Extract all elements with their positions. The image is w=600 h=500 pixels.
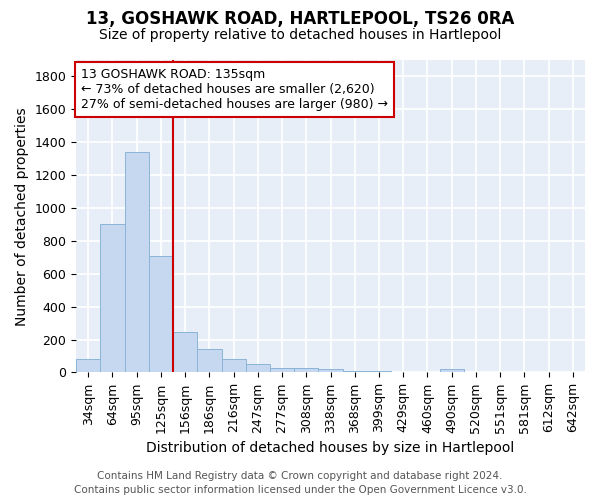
Bar bbox=[367, 371, 391, 372]
Bar bbox=[149, 256, 173, 372]
Bar bbox=[221, 360, 246, 372]
Bar bbox=[197, 350, 221, 372]
Text: 13, GOSHAWK ROAD, HARTLEPOOL, TS26 0RA: 13, GOSHAWK ROAD, HARTLEPOOL, TS26 0RA bbox=[86, 10, 514, 28]
Bar bbox=[343, 371, 367, 372]
X-axis label: Distribution of detached houses by size in Hartlepool: Distribution of detached houses by size … bbox=[146, 441, 515, 455]
Bar bbox=[100, 224, 125, 372]
Bar bbox=[319, 370, 343, 372]
Y-axis label: Number of detached properties: Number of detached properties bbox=[15, 107, 29, 326]
Bar bbox=[76, 359, 100, 372]
Text: Size of property relative to detached houses in Hartlepool: Size of property relative to detached ho… bbox=[99, 28, 501, 42]
Bar bbox=[440, 369, 464, 372]
Bar bbox=[173, 332, 197, 372]
Bar bbox=[270, 368, 294, 372]
Bar bbox=[246, 364, 270, 372]
Text: 13 GOSHAWK ROAD: 135sqm
← 73% of detached houses are smaller (2,620)
27% of semi: 13 GOSHAWK ROAD: 135sqm ← 73% of detache… bbox=[81, 68, 388, 111]
Text: Contains HM Land Registry data © Crown copyright and database right 2024.
Contai: Contains HM Land Registry data © Crown c… bbox=[74, 471, 526, 495]
Bar bbox=[294, 368, 319, 372]
Bar bbox=[125, 152, 149, 372]
